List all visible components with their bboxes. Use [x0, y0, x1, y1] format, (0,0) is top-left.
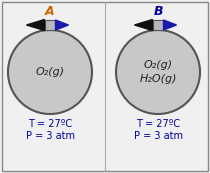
Polygon shape: [164, 20, 176, 30]
FancyBboxPatch shape: [152, 20, 164, 30]
Text: P = 3 atm: P = 3 atm: [134, 131, 182, 141]
Polygon shape: [55, 20, 68, 30]
FancyBboxPatch shape: [45, 20, 55, 30]
Text: A: A: [45, 5, 55, 18]
Text: O₂(g): O₂(g): [143, 60, 173, 70]
Text: O₂(g): O₂(g): [35, 67, 64, 77]
Polygon shape: [134, 20, 152, 30]
Circle shape: [116, 30, 200, 114]
Text: T = 27ºC: T = 27ºC: [136, 119, 180, 129]
Text: T = 27ºC: T = 27ºC: [28, 119, 72, 129]
Polygon shape: [26, 20, 45, 30]
Circle shape: [8, 30, 92, 114]
Text: P = 3 atm: P = 3 atm: [25, 131, 75, 141]
Text: B: B: [153, 5, 163, 18]
Text: H₂O(g): H₂O(g): [139, 74, 177, 84]
